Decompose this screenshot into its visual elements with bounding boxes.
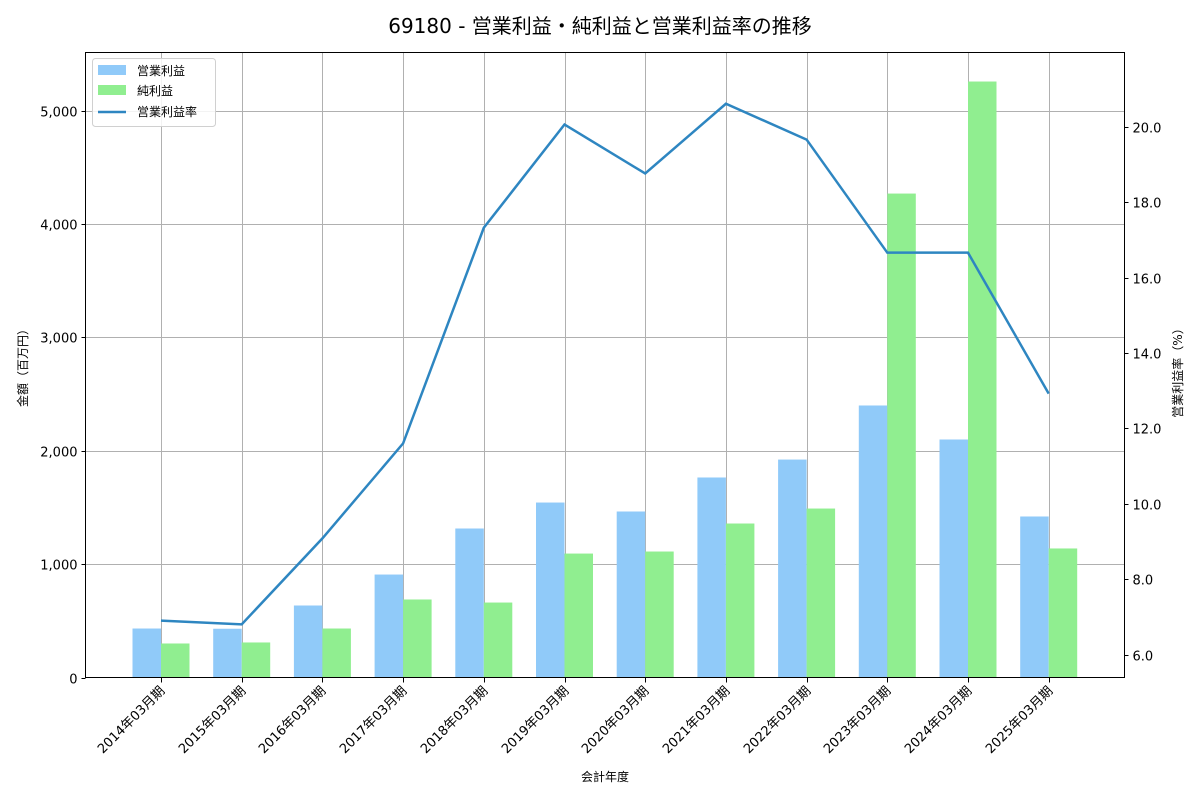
- chart-title: 69180 - 営業利益・純利益と営業利益率の推移: [388, 14, 812, 38]
- legend-swatch-operating-profit: [98, 65, 126, 75]
- x-axis-label: 会計年度: [581, 769, 629, 784]
- bar-operating-profit: [616, 511, 646, 678]
- legend-swatch-net-profit: [98, 85, 126, 95]
- y2-axis-label: 営業利益率（%）: [1170, 322, 1185, 417]
- bar-net-profit: [483, 602, 513, 678]
- legend-box: [92, 58, 216, 127]
- bar-operating-profit: [455, 528, 484, 678]
- y-axis-right: 6.0 8.0 10.0 12.0 14.0 16.0 18.0 20.0: [1124, 122, 1162, 665]
- bar-operating-profit: [1020, 516, 1049, 678]
- y-tick-label: 5,000: [40, 106, 77, 121]
- y2-tick-label: 6.0: [1133, 650, 1154, 665]
- y-tick-label: 2,000: [40, 446, 77, 461]
- bar-operating-profit: [293, 605, 323, 678]
- bar-net-profit: [1048, 548, 1078, 678]
- bar-net-profit: [968, 81, 997, 678]
- bar-operating-profit: [132, 628, 161, 678]
- x-tick-label: 2016年03月期: [256, 684, 329, 757]
- y-tick-label: 4,000: [40, 219, 77, 234]
- bar-net-profit: [887, 193, 916, 678]
- y2-tick-label: 18.0: [1133, 197, 1162, 212]
- bar-operating-profit: [939, 439, 968, 678]
- x-tick-label: 2018年03月期: [418, 684, 491, 757]
- bar-operating-profit: [778, 459, 807, 678]
- line-series: [160, 102, 1050, 626]
- y-tick-label: 1,000: [40, 559, 77, 574]
- y2-tick-label: 14.0: [1133, 348, 1162, 363]
- line-operating-margin: [160, 102, 1050, 626]
- x-axis: 2014年03月期 2015年03月期 2016年03月期 2017年03月期 2018…: [95, 677, 1056, 757]
- x-tick-label: 2025年03月期: [983, 684, 1056, 757]
- legend-label-operating-margin: 営業利益率: [137, 104, 197, 119]
- x-tick-label: 2017年03月期: [337, 684, 410, 757]
- bar-operating-profit: [697, 477, 726, 678]
- bar-series: [132, 81, 1078, 678]
- x-tick-label: 2021年03月期: [660, 684, 733, 757]
- y-axis-label: 金額（百万円）: [15, 323, 30, 407]
- x-tick-label: 2015年03月期: [176, 684, 249, 757]
- bar-operating-profit: [374, 574, 404, 678]
- bar-net-profit: [806, 508, 836, 678]
- bar-operating-profit: [213, 628, 242, 678]
- x-tick-label: 2023年03月期: [821, 684, 894, 757]
- y-tick-label: 0: [69, 673, 77, 688]
- bar-net-profit: [161, 643, 190, 678]
- bar-net-profit: [322, 628, 351, 678]
- x-tick-label: 2024年03月期: [902, 684, 975, 757]
- bar-net-profit: [725, 523, 755, 678]
- y2-tick-label: 8.0: [1133, 574, 1154, 589]
- legend: 営業利益 純利益 営業利益率: [92, 58, 216, 127]
- x-tick-label: 2022年03月期: [741, 684, 814, 757]
- y2-tick-label: 20.0: [1133, 122, 1162, 137]
- y2-tick-label: 12.0: [1133, 423, 1162, 438]
- bar-net-profit: [241, 642, 271, 678]
- x-tick-label: 2014年03月期: [95, 684, 168, 757]
- bar-net-profit: [564, 553, 593, 678]
- y-tick-label: 3,000: [40, 332, 77, 347]
- x-tick-label: 2020年03月期: [579, 684, 652, 757]
- x-tick-label: 2019年03月期: [499, 684, 572, 757]
- bar-operating-profit: [536, 502, 565, 678]
- bar-net-profit: [645, 551, 674, 678]
- y2-tick-label: 10.0: [1133, 499, 1162, 514]
- y2-tick-label: 16.0: [1133, 273, 1162, 288]
- bar-net-profit: [403, 599, 432, 678]
- legend-label-net-profit: 純利益: [137, 84, 173, 98]
- legend-label-operating-profit: 営業利益: [137, 64, 185, 78]
- y-axis-left: 0 1,000 2,000 3,000 4,000 5,000: [40, 106, 86, 688]
- plot-frame: [85, 52, 1125, 678]
- bar-operating-profit: [858, 405, 888, 678]
